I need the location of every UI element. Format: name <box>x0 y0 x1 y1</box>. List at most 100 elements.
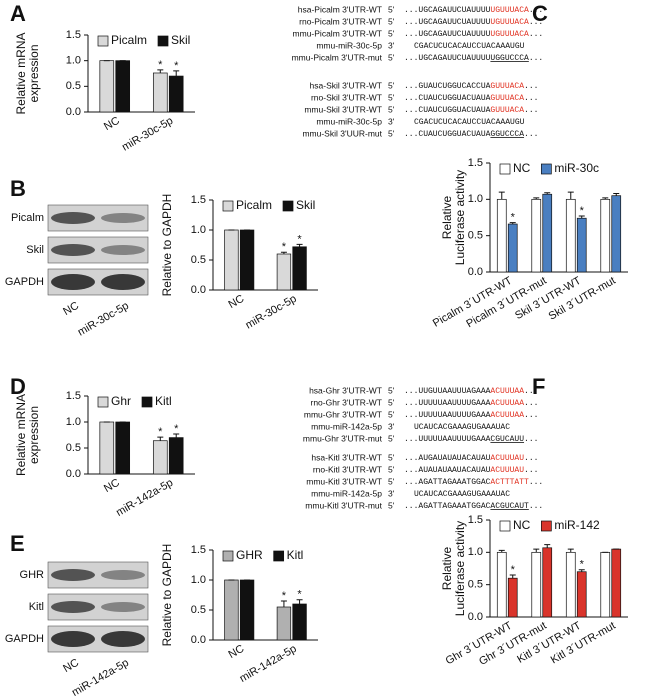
sequence: ...GUAUCUGGUCACCUAGUUUACA... <box>404 82 538 91</box>
panel-letter: C <box>532 1 548 26</box>
blot-band <box>101 274 145 290</box>
lane-label: miR-30c-5p <box>76 300 131 339</box>
y-tick-label: 1.5 <box>468 514 483 526</box>
sequence-part: ... <box>529 54 543 63</box>
significance-mark: * <box>511 564 516 576</box>
lane-label: NC <box>61 300 81 318</box>
sequence-end: 5' <box>388 464 395 474</box>
sequence: CGACUCUCACAUCCUACAAAUGU <box>414 118 525 127</box>
sequence-part: ... <box>524 435 538 444</box>
sequence-part: UCAUCACGAAAGUGAAAUAC <box>414 423 510 432</box>
sequence: ...AUAUAUAAUACAUAUACUUUAU... <box>404 466 538 475</box>
panel-letter: F <box>532 374 545 399</box>
sequence-end: 3' <box>388 421 395 431</box>
sequence-part: ACUUUAU <box>490 454 524 463</box>
bar <box>168 75 184 113</box>
sequence-end: 5' <box>388 16 395 26</box>
sequence-name: mmu-Picalm 3'UTR-mut <box>292 52 383 62</box>
sequence-end: 3' <box>388 488 395 498</box>
bar <box>531 198 542 273</box>
significance-mark: * <box>580 559 585 571</box>
legend-label: Ghr <box>111 394 131 408</box>
legend-label: Picalm <box>236 198 272 212</box>
bar <box>276 606 292 641</box>
bar <box>152 72 168 113</box>
sequence-part: ... <box>529 502 543 511</box>
significance-mark: * <box>282 241 287 253</box>
y-tick-label: 1.0 <box>66 416 81 428</box>
significance-mark: * <box>297 589 302 601</box>
blot-band <box>51 244 95 256</box>
significance-mark: * <box>511 211 516 223</box>
bar <box>239 579 255 641</box>
sequence: UCAUCACGAAAGUGAAAUAC <box>414 423 510 432</box>
y-axis-label: Relative to GAPDH <box>160 544 174 647</box>
y-axis-label: Relative mRNA <box>14 32 28 114</box>
sequence-part: ACUUUAA <box>490 399 524 408</box>
bar <box>576 217 587 273</box>
y-tick-label: 1.0 <box>468 193 483 205</box>
legend-swatch <box>282 200 294 212</box>
blot-label: Picalm <box>11 212 44 224</box>
y-tick-label: 0.0 <box>191 284 206 296</box>
x-tick-label: NC <box>102 477 122 495</box>
y-axis-label: Luciferase activity <box>453 170 467 265</box>
sequence: ...AGATTAGAAATGGACACGUCAUT... <box>404 502 543 511</box>
sequence-name: hsa-Skil 3'UTR-WT <box>310 80 382 90</box>
sequence: ...UGCAGAUUCUAUUUUUGUUUACA... <box>404 6 543 15</box>
sequence-part: ... <box>529 30 543 39</box>
blot-band <box>51 569 95 581</box>
sequence-end: 5' <box>388 433 395 443</box>
sequence: ...UGCAGAUUCUAUUUUUGUUUACA... <box>404 30 543 39</box>
sequence-end: 5' <box>388 52 395 62</box>
legend-swatch <box>141 396 153 408</box>
sequence-end: 5' <box>388 92 395 102</box>
blot-label: GAPDH <box>5 276 44 288</box>
blot-label: Skil <box>26 244 44 256</box>
sequence-end: 5' <box>388 476 395 486</box>
sequence-part: ...UGCAGAUUCUAUUUU <box>404 18 491 27</box>
sequence-end: 5' <box>388 104 395 114</box>
sequence: ...AGATTAGAAATGGACACTTTATT... <box>404 478 543 487</box>
sequence-part: ... <box>524 399 538 408</box>
x-tick-label: miR-30c-5p <box>243 293 298 332</box>
error-bar <box>280 251 287 254</box>
bar <box>168 437 184 475</box>
legend-swatch <box>97 35 109 47</box>
sequence-name: mmu-Ghr 3'UTR-WT <box>304 409 382 419</box>
sequence-part: ... <box>524 466 538 475</box>
x-tick-label: NC <box>226 643 246 661</box>
error-bar <box>567 548 574 553</box>
sequence-name: mmu-miR-30c-5p <box>316 40 382 50</box>
sequence-part: UCAUCACGAAAGUGAAAUAC <box>414 490 510 499</box>
sequence-name: hsa-Picalm 3'UTR-WT <box>298 4 382 14</box>
sequence-part: ...AUGAUAUAUACAUAU <box>404 454 491 463</box>
bar <box>239 229 255 291</box>
sequence-part: ACUUUAU <box>490 466 524 475</box>
sequence-part: CGACUCUCACAUCCUACAAAUGU <box>414 118 525 127</box>
legend-label: miR-30c <box>554 161 599 175</box>
blot-band <box>51 212 95 224</box>
sequence-part: CGACUCUCACAUCCUACAAAUGU <box>414 42 525 51</box>
blot-band <box>51 274 95 290</box>
sequence-end: 5' <box>388 500 395 510</box>
blot-band <box>51 601 95 613</box>
y-axis-label: Relative mRNA <box>14 394 28 476</box>
sequence-end: 3' <box>388 40 395 50</box>
bar <box>576 571 587 618</box>
bar <box>99 60 115 113</box>
sequence-name: hsa-Kitl 3'UTR-WT <box>311 452 382 462</box>
sequence-part: UGUUUACA <box>490 18 529 27</box>
sequence: UCAUCACGAAAGUGAAAUAC <box>414 490 510 499</box>
significance-mark: * <box>174 60 179 72</box>
bar <box>224 229 239 291</box>
error-bar <box>578 215 585 219</box>
bar <box>611 548 622 618</box>
sequence-name: mmu-Ghr 3'UTR-mut <box>303 433 383 443</box>
sequence-part: ...UUGUUAAUUUAGAAA <box>404 387 491 396</box>
bar <box>224 579 239 641</box>
x-tick-label: miR-142a-5p <box>114 477 175 519</box>
bar <box>496 551 507 618</box>
y-axis-label: Luciferase activity <box>453 521 467 616</box>
